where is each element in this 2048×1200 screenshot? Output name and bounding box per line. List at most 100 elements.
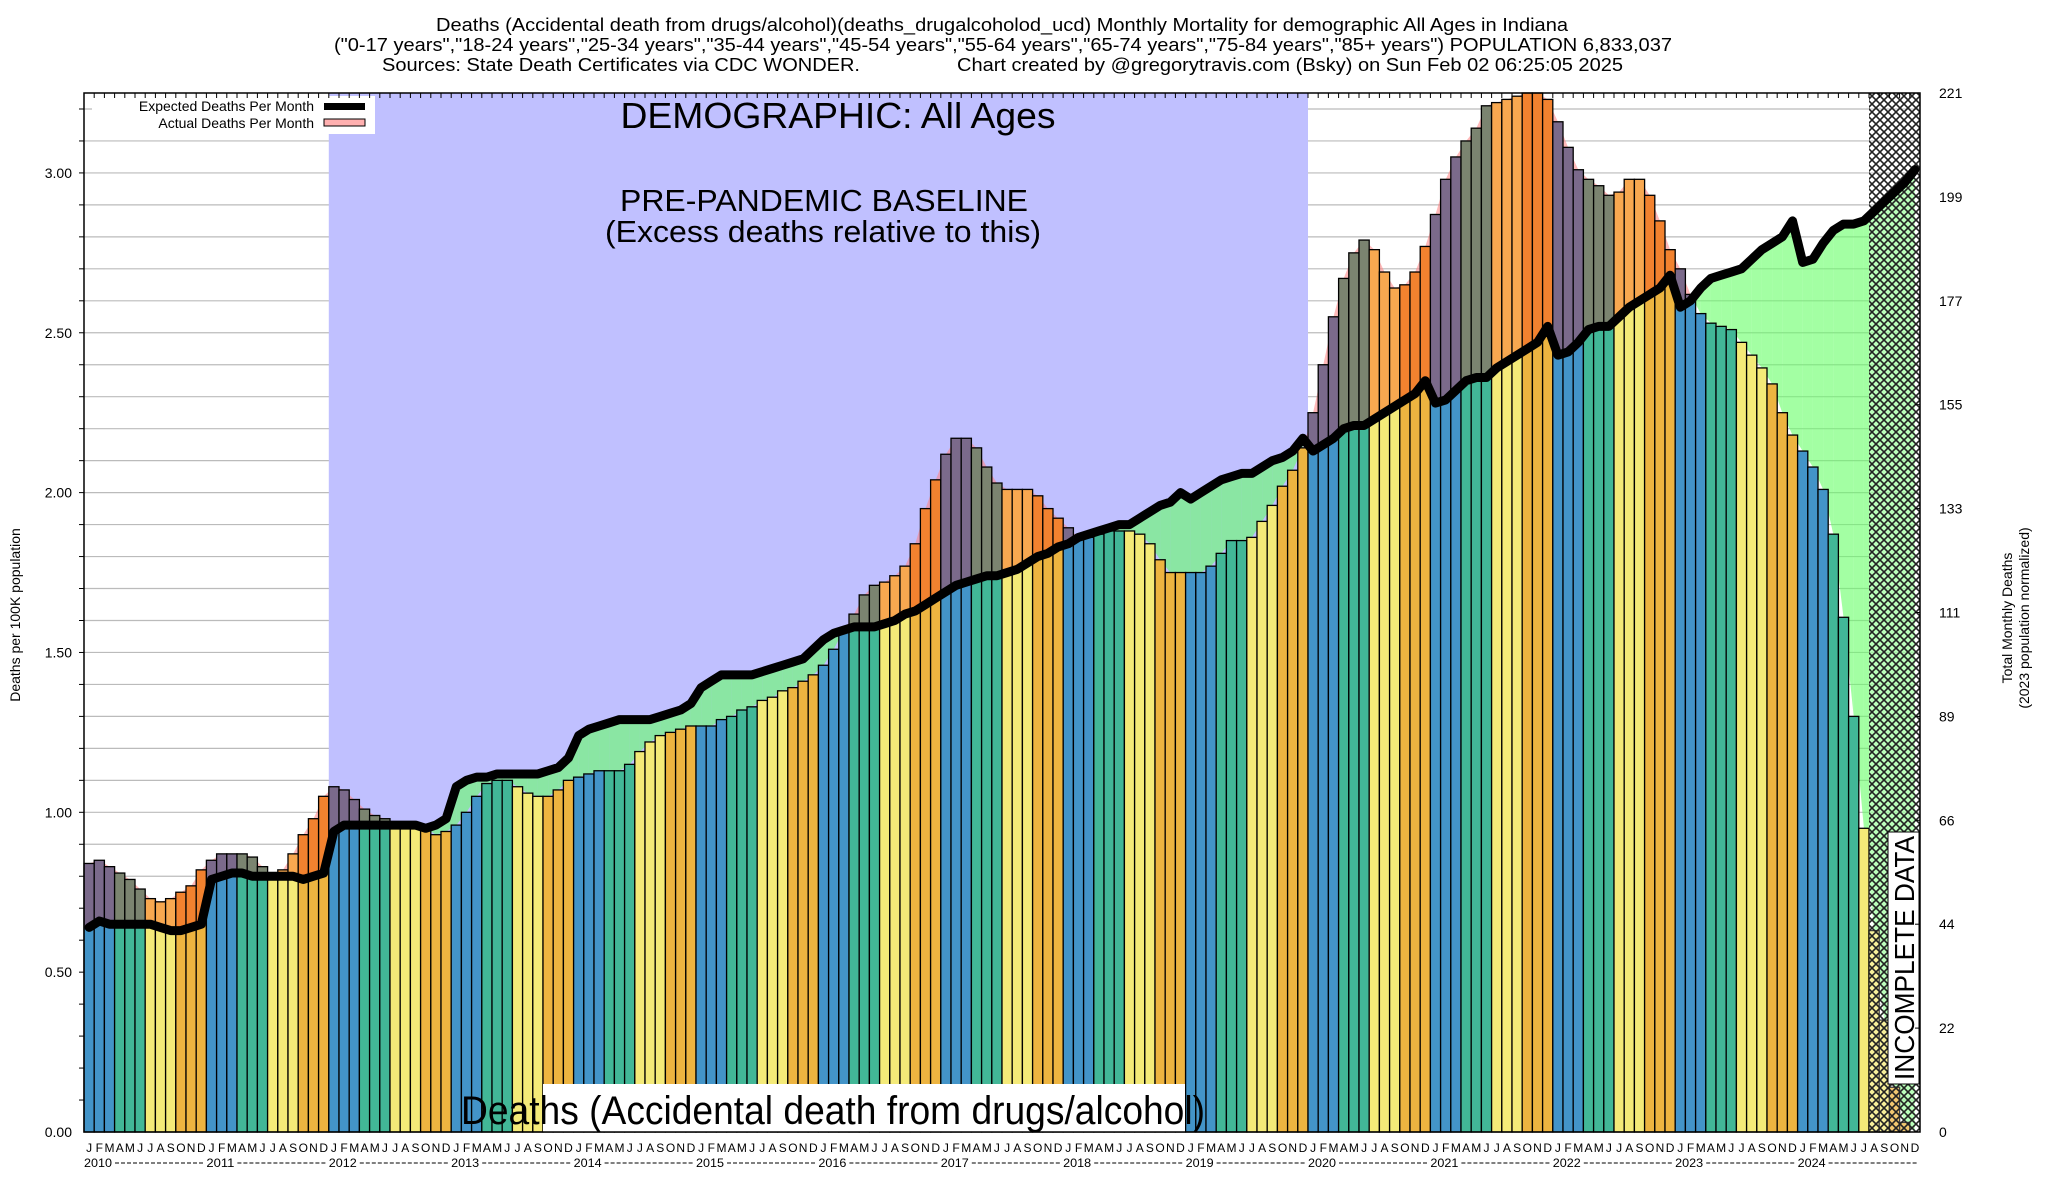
baseline-title: PRE-PANDEMIC BASELINE <box>620 183 1028 218</box>
bar-base <box>1807 467 1818 1132</box>
bar-base <box>1155 559 1166 1132</box>
month-label: J <box>1188 1141 1194 1155</box>
month-label: J <box>576 1141 582 1155</box>
bar-2013-11 <box>552 789 565 1133</box>
month-label: N <box>1533 1141 1542 1155</box>
bar-base <box>828 649 839 1132</box>
deficit-area <box>1221 476 1232 554</box>
bar-base <box>971 578 982 1132</box>
bar-excess <box>369 815 380 826</box>
bar-base <box>1002 572 1013 1132</box>
bar-2023-12 <box>1786 434 1799 1133</box>
bar-2017-3 <box>960 437 973 1133</box>
bar-2012-8 <box>399 827 412 1133</box>
bar-excess <box>920 508 931 605</box>
month-label: M <box>717 1141 727 1155</box>
bar-base <box>430 834 441 1132</box>
bar-excess <box>165 898 176 931</box>
year-label: 2024 <box>1798 1156 1826 1170</box>
bar-base <box>859 626 870 1132</box>
bar-excess <box>1603 195 1614 327</box>
month-label: F <box>96 1141 103 1155</box>
bar-2013-1 <box>450 824 463 1133</box>
bar-base <box>910 610 921 1132</box>
bar-base <box>1042 553 1053 1132</box>
bar-base <box>920 604 931 1132</box>
year-label: 2010 <box>84 1156 112 1170</box>
bar-2012-9 <box>409 827 422 1133</box>
month-label: J <box>1494 1141 1500 1155</box>
month-label: O <box>421 1141 430 1155</box>
bar-2018-10 <box>1154 559 1166 1133</box>
bar-excess <box>1450 156 1461 391</box>
month-label: F <box>1809 1141 1816 1155</box>
month-label: J <box>698 1141 704 1155</box>
bar-excess <box>1654 220 1665 289</box>
month-label: A <box>850 1141 858 1155</box>
bar-excess <box>155 901 166 928</box>
year-label: 2015 <box>696 1156 724 1170</box>
bar-2017-6 <box>991 482 1003 1133</box>
month-label: A <box>1095 1141 1103 1155</box>
month-label: A <box>1625 1141 1633 1155</box>
deficit-area <box>752 671 763 707</box>
bar-2019-12 <box>1297 447 1309 1133</box>
month-label: F <box>1320 1141 1327 1155</box>
bar-base <box>308 876 319 1132</box>
bar-2012-7 <box>389 827 401 1133</box>
bar-base <box>665 732 676 1132</box>
month-label: M <box>472 1141 482 1155</box>
bar-2012-2 <box>338 789 350 1133</box>
bar-base <box>573 777 584 1132</box>
bar-2024-6 <box>1847 715 1860 1133</box>
legend-expected-label: Expected Deaths Per Month <box>139 98 314 114</box>
bar-2011-5 <box>246 856 259 1133</box>
chart-title: Deaths (Accidental death from drugs/alco… <box>436 15 1569 36</box>
month-label: M <box>1471 1141 1481 1155</box>
month-label: M <box>1818 1141 1828 1155</box>
bar-excess <box>1328 316 1339 439</box>
bar-base <box>237 873 248 1132</box>
month-label: J <box>1861 1141 1867 1155</box>
demographic-label: DEMOGRAPHIC: All Ages <box>621 95 1056 136</box>
month-label: N <box>554 1141 563 1155</box>
bar-2019-7 <box>1246 536 1258 1133</box>
month-label: J <box>1739 1141 1745 1155</box>
year-label: 2023 <box>1675 1156 1703 1170</box>
bar-excess <box>879 582 890 624</box>
month-label: J <box>382 1141 388 1155</box>
bar-2023-9 <box>1756 367 1768 1133</box>
month-label: A <box>1584 1141 1592 1155</box>
bar-base <box>1308 451 1319 1132</box>
month-label: M <box>961 1141 971 1155</box>
bar-2014-9 <box>654 734 667 1133</box>
bar-base <box>277 876 288 1132</box>
bar-base <box>706 725 717 1132</box>
bar-base <box>1185 572 1196 1132</box>
bar-2013-12 <box>562 779 575 1133</box>
month-label: M <box>737 1141 747 1155</box>
bar-base <box>155 927 166 1132</box>
bar-2023-10 <box>1766 383 1778 1133</box>
bar-excess <box>1420 246 1431 381</box>
deficit-area <box>599 722 610 771</box>
bar-base <box>186 927 197 1132</box>
bar-base <box>604 770 615 1132</box>
bar-2018-7 <box>1123 530 1136 1133</box>
right-axis-title: Total Monthly Deaths <box>1999 553 2015 684</box>
bar-2014-3 <box>593 770 605 1133</box>
bar-2022-7 <box>1613 191 1625 1133</box>
bar-base <box>1369 419 1380 1132</box>
month-label: O <box>788 1141 797 1155</box>
bar-base <box>767 697 778 1132</box>
year-label: 2019 <box>1186 1156 1214 1170</box>
bar-2010-8 <box>154 901 167 1133</box>
month-label: M <box>370 1141 380 1155</box>
bar-base <box>298 879 309 1132</box>
y-tick-label: 2.00 <box>45 485 72 501</box>
y-tick-label: 1.00 <box>45 804 72 820</box>
deficit-area <box>1241 473 1252 541</box>
month-label: A <box>1258 1141 1266 1155</box>
incomplete-data-box <box>1887 831 1920 1085</box>
month-label: A <box>1829 1141 1837 1155</box>
